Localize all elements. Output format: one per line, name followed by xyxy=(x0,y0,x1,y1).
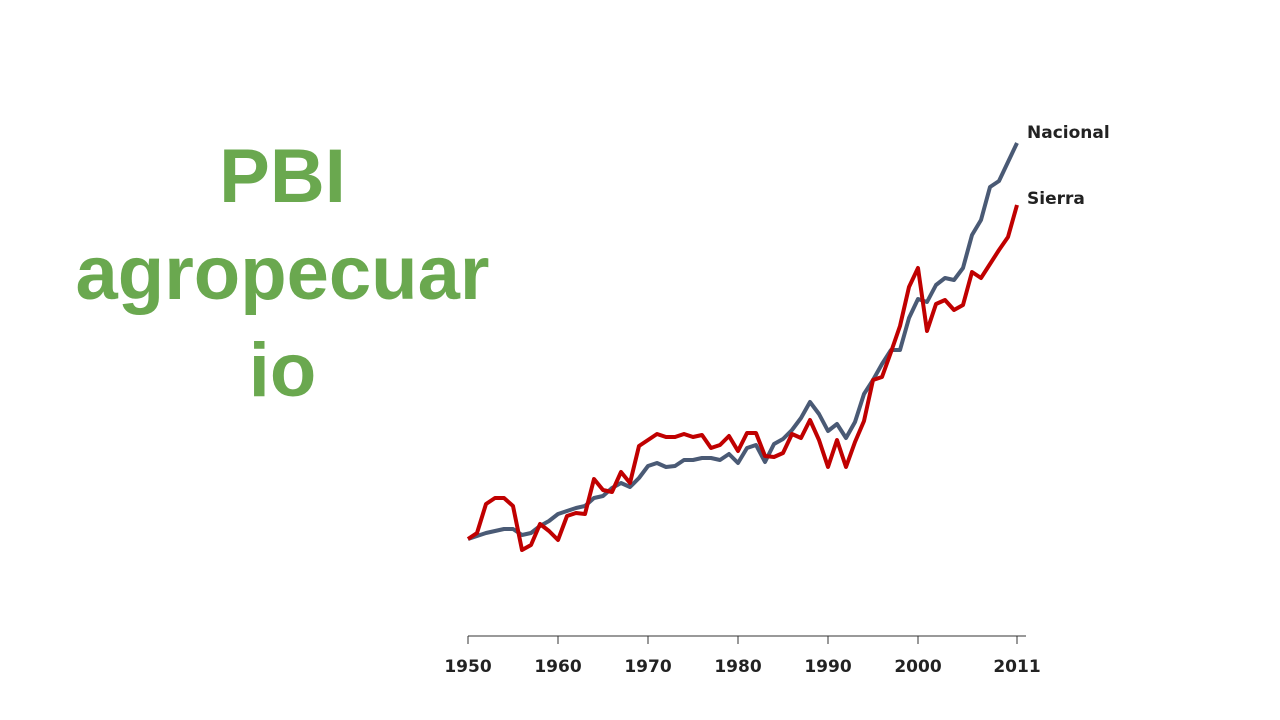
x-tick-label: 2000 xyxy=(894,657,941,677)
x-tick-label: 1980 xyxy=(714,657,761,677)
chart-title: PBI agropecuario xyxy=(75,134,490,413)
series-label: Sierra xyxy=(1027,189,1085,209)
x-tick-label: 2011 xyxy=(993,657,1040,677)
series-line xyxy=(466,204,1019,552)
x-tick-label: 1990 xyxy=(804,657,851,677)
x-tick-label: 1960 xyxy=(534,657,581,677)
x-tick-label: 1950 xyxy=(444,657,491,677)
x-tick-label: 1970 xyxy=(624,657,671,677)
series-line xyxy=(467,142,1019,541)
series-label: Nacional xyxy=(1027,123,1110,143)
